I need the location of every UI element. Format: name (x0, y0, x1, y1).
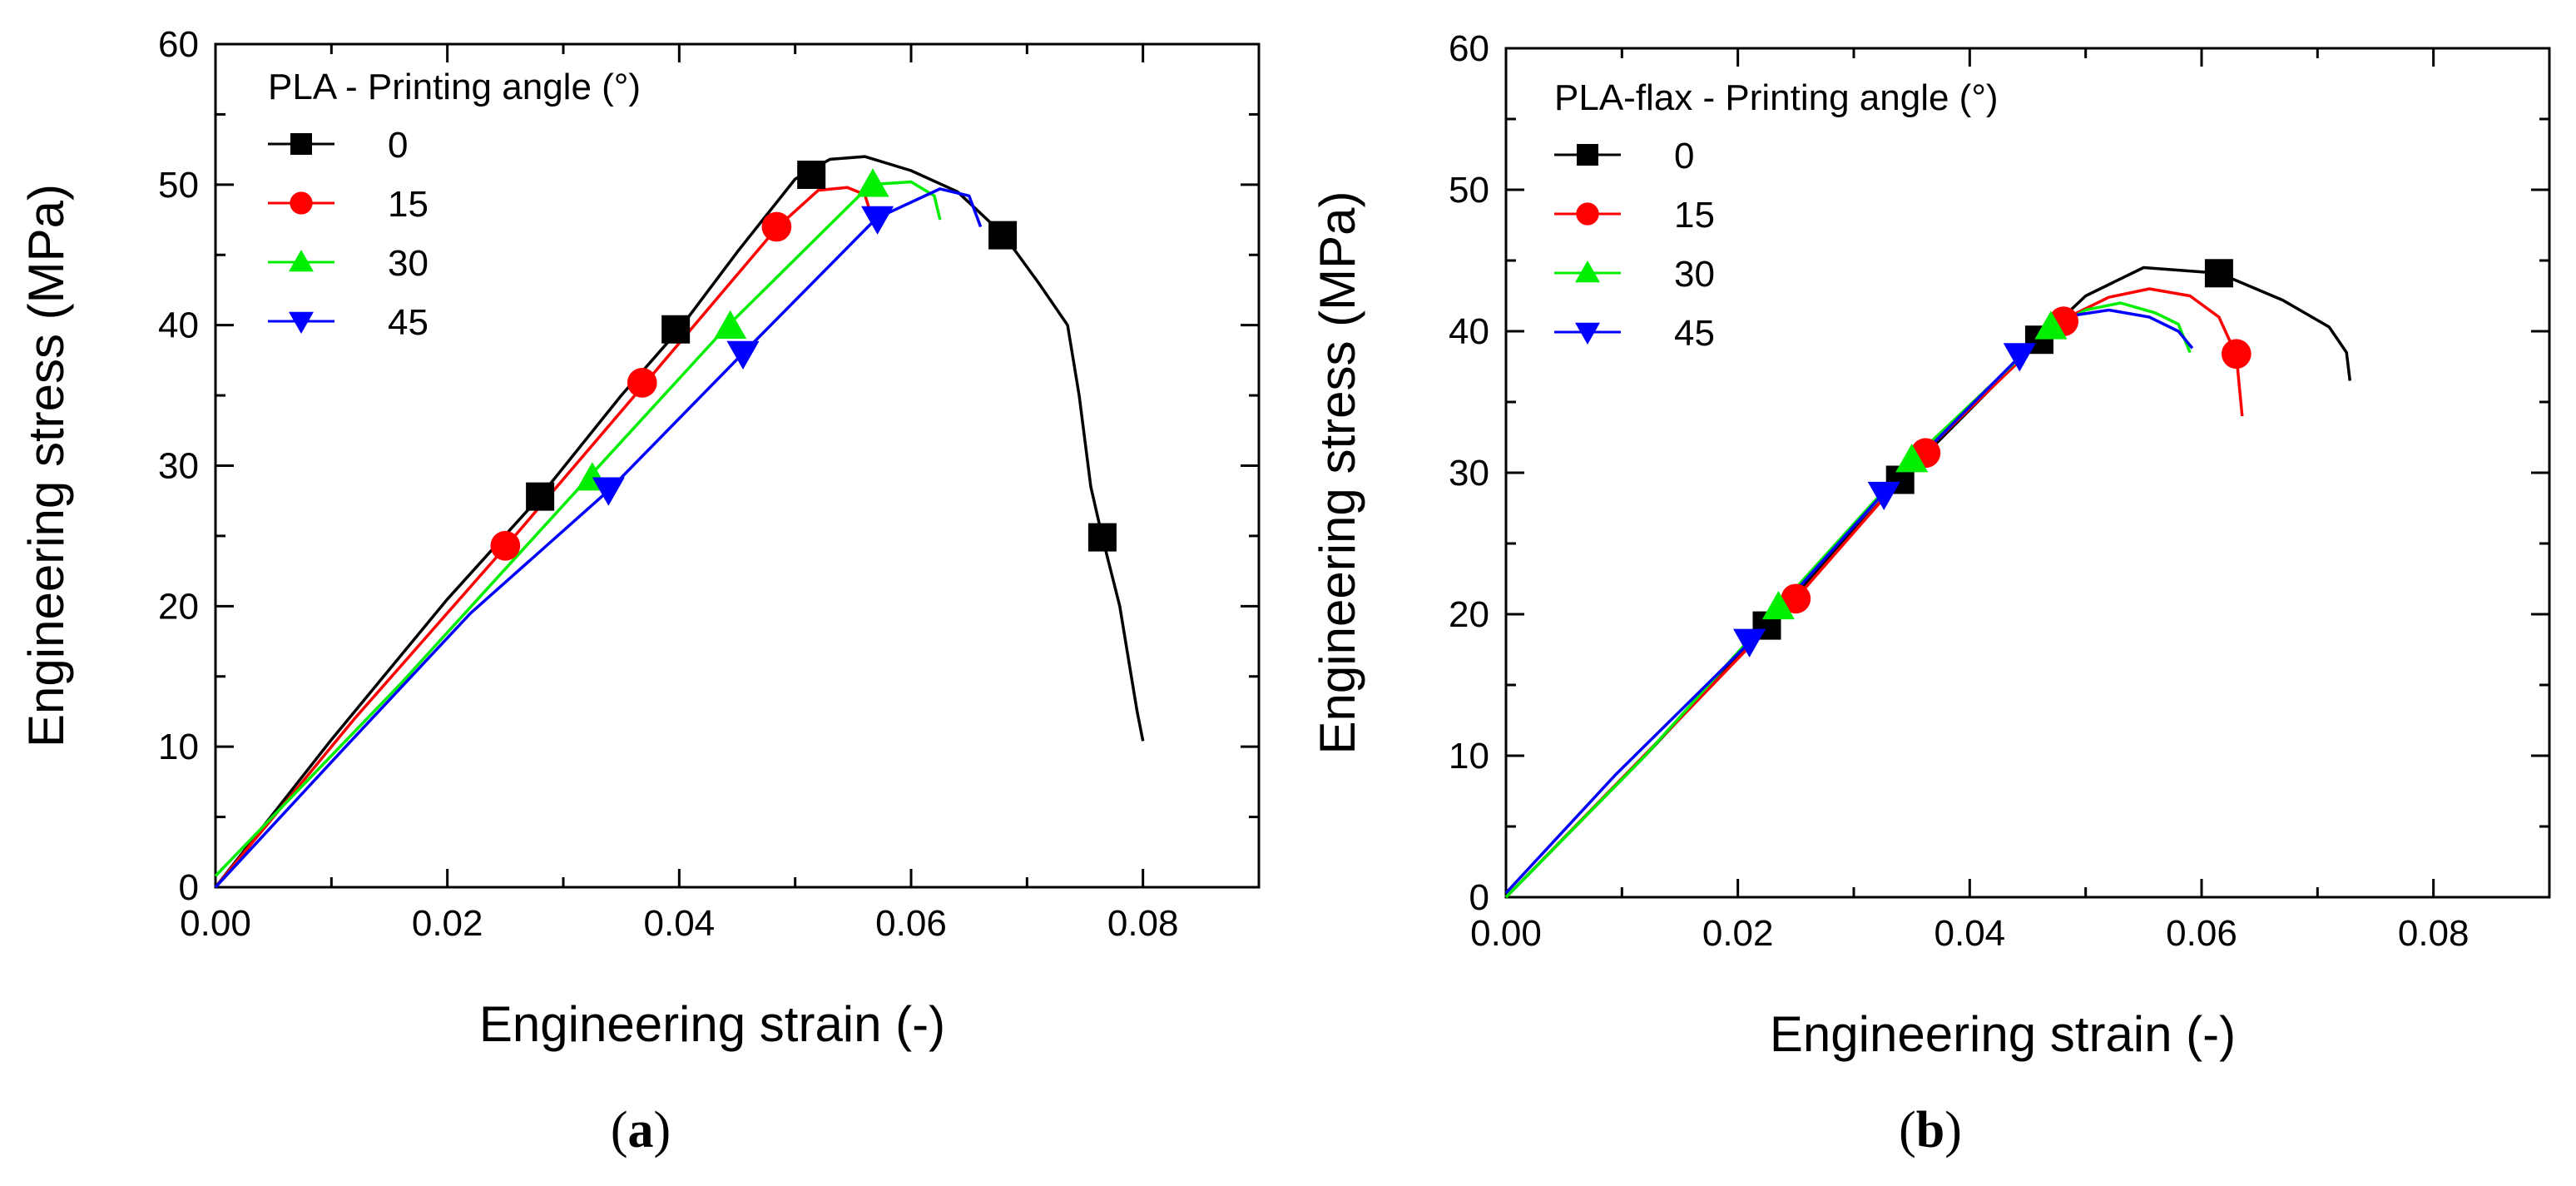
x-tick-label: 0.06 (2166, 913, 2237, 954)
x-tick-label: 0.02 (412, 903, 483, 944)
legend-label-30: 30 (388, 243, 429, 284)
y-tick-label: 30 (1449, 453, 1489, 494)
legend-marker-30 (1575, 261, 1600, 283)
panel-label-close: ) (654, 1102, 671, 1159)
series-line-15 (1504, 287, 2244, 899)
series-line-0 (214, 155, 1145, 889)
data-point-45 (1733, 628, 1766, 658)
legend-marker-0 (290, 133, 312, 155)
data-point-30 (2034, 310, 2068, 340)
data-point-30 (856, 168, 889, 197)
data-point-0 (661, 315, 691, 344)
series-line-45 (214, 187, 983, 889)
x-axis-label: Engineering strain (-) (1770, 1006, 2236, 1062)
legend-marker-0 (1577, 144, 1598, 166)
data-point-15 (627, 368, 657, 398)
panel-label: (b) (1899, 1102, 1962, 1159)
data-point-45 (861, 206, 894, 235)
y-tick-label: 20 (1449, 594, 1489, 635)
y-axis-label: Engineering stress (MPa) (1310, 191, 1365, 755)
x-tick-label: 0.00 (180, 903, 251, 944)
y-tick-label: 60 (1449, 28, 1489, 69)
y-tick-label: 50 (1449, 170, 1489, 211)
data-point-0 (526, 482, 555, 511)
y-tick-label: 0 (1469, 877, 1489, 918)
y-tick-label: 40 (1449, 311, 1489, 352)
legend-label-45: 45 (1674, 313, 1715, 354)
data-point-45 (2003, 343, 2036, 372)
data-point-15 (1781, 583, 1811, 614)
x-tick-label: 0.06 (875, 903, 947, 944)
panel-label-open: ( (1899, 1102, 1916, 1159)
data-point-0 (2204, 259, 2233, 288)
legend-label-15: 15 (1674, 195, 1715, 236)
data-point-30 (714, 310, 747, 340)
data-point-15 (761, 211, 792, 242)
chart-panel-a: 0.00 0.02 0.04 0.06 0.08 0 10 20 30 40 50 60 Enginee… (18, 24, 1261, 1159)
data-point-15 (2221, 339, 2252, 370)
legend-marker-15 (290, 191, 313, 215)
series-line-30 (1504, 301, 2192, 899)
chart-panel-b: 0.00 0.02 0.04 0.06 0.08 0 10 20 30 40 50 60 Enginee… (1310, 28, 2551, 1159)
legend-label-0: 0 (1674, 136, 1694, 176)
y-tick-label: 40 (158, 305, 199, 346)
data-point-30 (1895, 444, 1929, 473)
data-point-45 (726, 340, 760, 370)
series-line-45 (1504, 308, 2194, 895)
x-tick-label: 0.02 (1702, 913, 1774, 954)
y-tick-label: 0 (179, 867, 199, 908)
data-point-0 (988, 221, 1018, 250)
y-tick-label: 50 (158, 165, 199, 206)
plot-frame (214, 42, 1261, 889)
x-tick-label: 0.04 (644, 903, 716, 944)
panel-label-letter: a (628, 1102, 654, 1159)
x-tick-label: 0.00 (1470, 913, 1542, 954)
y-tick-label: 10 (1449, 736, 1489, 777)
x-tick-label: 0.08 (1107, 903, 1179, 944)
series-line-0 (1504, 265, 2352, 899)
data-point-45 (1867, 481, 1900, 511)
y-axis-label: Engineering stress (MPa) (18, 184, 74, 747)
legend-marker-45 (1575, 322, 1600, 345)
panel-label-letter: b (1916, 1102, 1944, 1159)
panel-label-close: ) (1944, 1102, 1962, 1159)
x-axis-label: Engineering strain (-) (479, 996, 945, 1052)
legend-label-15: 15 (388, 184, 429, 225)
legend-title: PLA - Printing angle (°) (268, 67, 641, 107)
legend-marker-30 (289, 250, 314, 272)
panel-label-text: (a) (611, 1102, 671, 1159)
legend-title: PLA-flax - Printing angle (°) (1554, 77, 1999, 118)
panel-label-open: ( (611, 1102, 628, 1159)
data-point-30 (1761, 590, 1795, 620)
data-point-45 (592, 477, 625, 506)
y-tick-label: 30 (158, 446, 199, 487)
data-point-0 (797, 161, 826, 190)
legend-marker-45 (289, 311, 314, 334)
x-tick-label: 0.04 (1934, 913, 2006, 954)
y-tick-label: 10 (158, 727, 199, 767)
legend-marker-15 (1576, 202, 1599, 226)
data-point-15 (490, 530, 521, 561)
panel-label: (a) (611, 1102, 671, 1159)
y-tick-label: 20 (158, 586, 199, 627)
x-tick-label: 0.08 (2398, 913, 2469, 954)
panel-label-text: (b) (1899, 1102, 1962, 1159)
y-tick-label: 60 (158, 24, 199, 65)
legend-label-0: 0 (388, 125, 408, 166)
legend-label-30: 30 (1674, 254, 1715, 295)
legend-label-45: 45 (388, 302, 429, 343)
data-point-0 (1087, 523, 1117, 552)
plot-frame (1504, 47, 2551, 899)
